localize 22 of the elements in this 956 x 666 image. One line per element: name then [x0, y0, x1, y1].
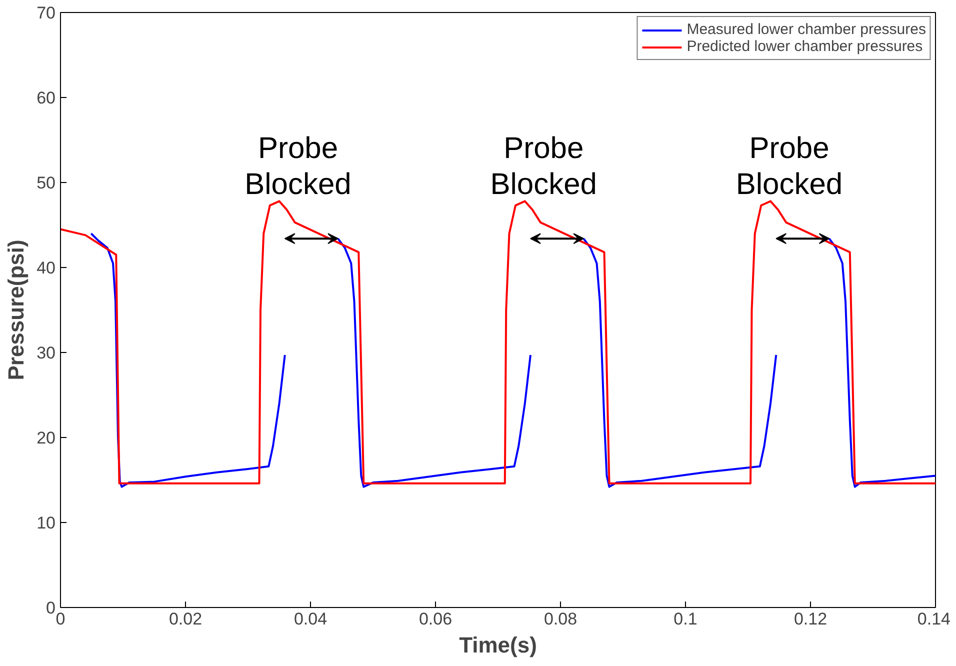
annotation: Probe Blocked: [490, 132, 597, 202]
x-tick-label: 0.04: [294, 610, 328, 628]
x-tick-label: 0.08: [544, 610, 578, 628]
annotation: Probe Blocked: [736, 132, 843, 202]
x-tick-label: 0.06: [418, 610, 452, 628]
y-tick-label: 30: [36, 344, 56, 362]
annotation: Probe Blocked: [244, 132, 352, 202]
y-axis-title: Pressure(psi): [4, 240, 29, 380]
y-tick-label: 60: [36, 88, 56, 108]
legend-label: Predicted lower chamber pressures: [686, 38, 923, 55]
y-tick-label: 20: [36, 428, 56, 448]
x-axis-title: Time(s): [459, 632, 537, 658]
y-tick-label: 10: [36, 514, 56, 532]
line-series: [60, 200, 936, 484]
y-tick-label: 40: [36, 258, 56, 278]
x-tick-label: 0.12: [794, 610, 828, 628]
legend-label: Measured lower chamber pressures: [686, 21, 926, 38]
x-tick-label: 0.1: [674, 610, 698, 628]
x-tick-label: 0.02: [168, 610, 202, 628]
y-tick-label: 70: [36, 4, 56, 22]
y-tick-label: 50: [36, 174, 56, 192]
x-tick-label: 0.14: [917, 610, 951, 628]
